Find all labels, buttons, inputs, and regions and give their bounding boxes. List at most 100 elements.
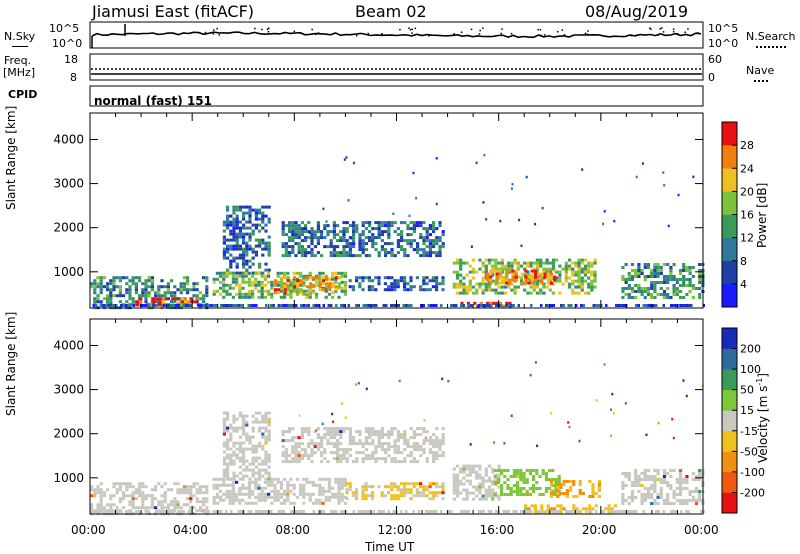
echo-cell [575,495,579,498]
echo-cell [310,227,314,231]
echo-cell [558,264,562,268]
echo-cell [672,502,676,505]
x-tick-label: 16:00 [479,523,515,537]
echo-cell [526,273,530,277]
echo-cell [698,496,702,499]
echo-cell [186,291,190,295]
echo-cell [95,510,98,513]
echo-cell [387,436,391,440]
echo-cell [484,282,488,286]
echo-cell [393,282,397,286]
echo-cell [334,277,338,281]
echo-cell [154,485,158,489]
echo-cell [267,417,271,421]
echo-cell [176,297,180,301]
echo-cell [141,506,145,510]
echo-cell [371,451,375,455]
echo-cell [326,230,330,234]
echo-cell [248,226,252,230]
echo-cell [452,270,456,274]
echo-cell [365,510,368,513]
echo-cell [475,470,479,474]
echo-cell [432,433,436,437]
echo-cell [308,292,312,296]
echo-cell [332,236,336,240]
echo-cell [597,480,601,483]
echo-cell [409,427,413,431]
echo-cell [348,254,352,258]
echo-cell [245,420,249,424]
echo-cell [336,448,340,452]
echo-cell [358,233,362,237]
echo-cell [475,485,479,489]
echo-cell [334,288,338,292]
noise-dot [584,32,587,35]
echo-cell [377,445,381,449]
echo-cell [115,491,119,495]
echo-cell [336,457,340,461]
echo-cell [308,498,312,502]
echo-cell [432,227,436,231]
echo-cell [96,506,100,510]
echo-cell [540,507,544,511]
echo-cell [147,279,151,283]
echo-cell [138,482,142,486]
echo-cell [122,494,126,498]
echo-cell [100,510,103,513]
noise-search-dots [91,24,699,48]
echo-cell [257,483,261,487]
echo-cell [345,254,349,258]
echo-cell [484,491,488,495]
echo-cell [590,270,594,274]
echo-cell [229,438,233,442]
echo-cell [355,491,359,495]
echo-cell [258,238,262,242]
echo-cell [112,494,116,498]
echo-cell [267,471,271,475]
echo-cell [235,277,239,281]
echo-cell [545,258,549,262]
echo-cell [585,507,589,511]
echo-cell [251,480,255,484]
echo-cell [348,430,352,434]
echo-cell [669,278,673,281]
echo-cell [122,276,126,280]
echo-cell [409,245,413,249]
echo-cell [528,487,532,490]
echo-cell [630,510,633,513]
echo-cell [380,239,384,243]
echo-cell [627,278,631,281]
echo-cell [361,221,365,225]
echo-cell [242,265,246,269]
echo-cell [653,287,657,290]
echo-cell [93,300,97,304]
echo-cell [656,469,660,472]
echo-cell [574,279,578,283]
echo-cell [432,439,436,443]
echo-cell [575,507,579,511]
echo-cell [487,261,492,265]
echo-cell [637,484,641,487]
echo-cell [591,507,595,511]
echo-cell [320,436,324,440]
echo-cell [324,295,328,299]
echo-cell [501,281,506,285]
echo-cell [491,491,495,495]
echo-cell [462,285,466,289]
echo-cell [643,475,647,478]
echo-cell [441,377,444,381]
echo-cell [228,498,232,502]
echo-cell [255,510,258,513]
echo-cell [280,285,284,289]
echo-cell [511,272,515,276]
echo-cell [396,436,400,440]
echo-cell [528,469,532,472]
echo-cell [307,445,311,449]
echo-cell [551,264,556,268]
echo-cell [248,214,252,218]
echo-cell [549,281,554,285]
echo-cell [417,510,420,513]
echo-cell [400,510,403,513]
echo-cell [498,269,502,273]
echo-cell [491,273,495,277]
